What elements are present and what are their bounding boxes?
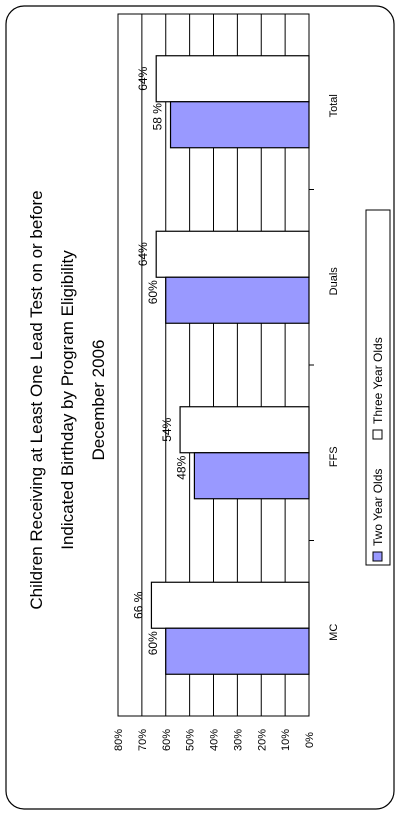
y-tick-label: 40%: [209, 729, 221, 751]
bar-three-year-ffs: [179, 406, 310, 454]
data-label-three-year-mc: 66 %: [131, 591, 145, 619]
y-tick-label: 30%: [232, 729, 244, 751]
bar-two-year-duals: [165, 276, 310, 324]
legend-label: Three Year Olds: [371, 337, 385, 424]
bar-three-year-duals: [155, 230, 310, 278]
data-label-two-year-mc: 60%: [146, 631, 160, 655]
bar-three-year-mc: [150, 581, 310, 629]
chart-title-line: Children Receiving at Least One Lead Tes…: [27, 190, 46, 609]
data-label-three-year-duals: 64%: [136, 242, 150, 266]
bar-two-year-ffs: [193, 452, 310, 500]
category-label-duals: Duals: [328, 267, 340, 296]
legend: Two Year Olds Three Year Olds: [365, 209, 391, 566]
bar-two-year-total: [169, 101, 310, 149]
y-tick-label: 70%: [137, 729, 149, 751]
bar-two-year-mc: [165, 627, 310, 675]
data-label-three-year-total: 64%: [136, 66, 150, 90]
legend-swatch: [372, 429, 383, 440]
legend-label: Two Year Olds: [371, 469, 385, 546]
legend-swatch: [372, 551, 383, 562]
category-label-mc: MC: [328, 624, 340, 641]
data-label-two-year-duals: 60%: [146, 280, 160, 304]
data-label-two-year-total: 58 %: [151, 103, 165, 131]
data-label-three-year-ffs: 54%: [160, 417, 174, 441]
data-label-two-year-ffs: 48%: [174, 455, 188, 479]
y-tick-label: 50%: [185, 729, 197, 751]
y-tick-label: 20%: [256, 729, 268, 751]
y-tick-label: 60%: [161, 729, 173, 751]
category-label-ffs: FFS: [328, 446, 340, 467]
y-tick-label: 80%: [113, 729, 125, 751]
chart-title-line: December 2006: [89, 340, 108, 461]
bar-three-year-total: [155, 55, 310, 103]
y-tick-label: 0%: [304, 732, 316, 748]
chart-title-line: Indicated Birthday by Program Eligibilit…: [58, 250, 77, 550]
y-tick-label: 10%: [280, 729, 292, 751]
legend-box: [365, 209, 391, 566]
category-label-total: Total: [328, 94, 340, 117]
